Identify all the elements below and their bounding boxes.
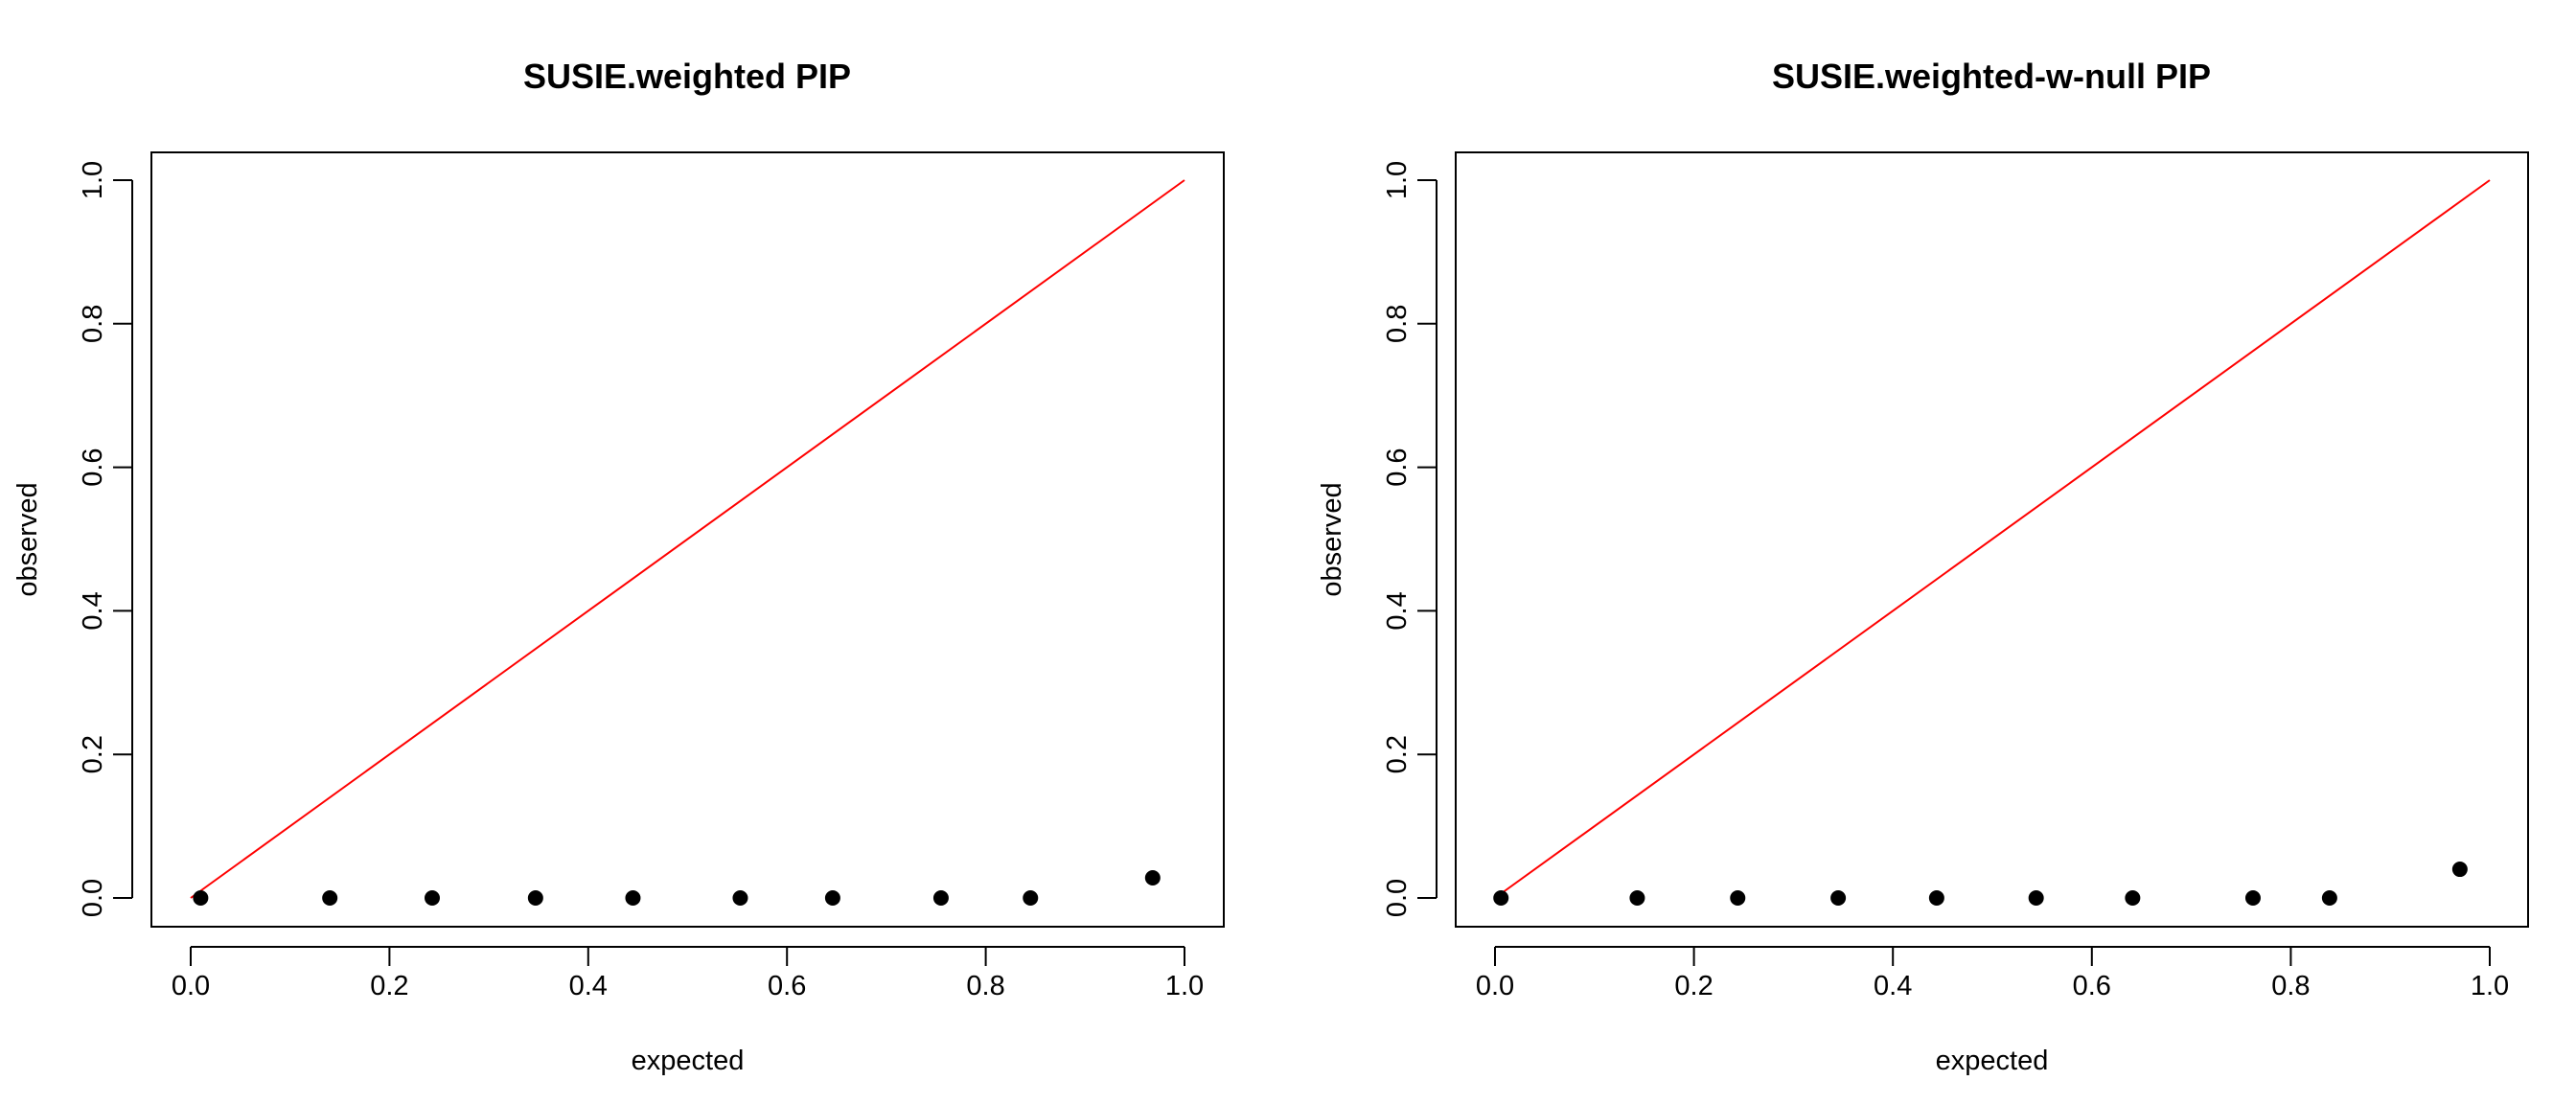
y-tick-label: 0.8 — [78, 305, 108, 343]
data-point — [193, 890, 209, 906]
chart-title: SUSIE.weighted-w-null PIP — [1772, 57, 2211, 96]
x-tick-label: 1.0 — [1165, 971, 1204, 1001]
data-point — [2028, 890, 2044, 906]
x-tick-label: 0.4 — [1874, 971, 1912, 1001]
x-tick-label: 0.8 — [2271, 971, 2310, 1001]
data-point — [2451, 862, 2468, 878]
data-point — [732, 890, 748, 906]
data-point — [2125, 890, 2141, 906]
chart-title: SUSIE.weighted PIP — [523, 57, 851, 96]
y-tick-label: 0.4 — [78, 591, 108, 630]
data-point — [527, 890, 543, 906]
data-point — [322, 890, 338, 906]
data-point — [1144, 870, 1161, 886]
x-tick-label: 1.0 — [2471, 971, 2509, 1001]
x-axis-label: expected — [632, 1046, 745, 1076]
y-axis-label: observed — [12, 482, 43, 596]
x-tick-label: 0.6 — [2073, 971, 2111, 1001]
y-tick-label: 0.0 — [78, 879, 108, 917]
data-point — [2244, 890, 2261, 906]
y-tick-label: 0.2 — [78, 735, 108, 773]
data-point — [824, 890, 840, 906]
plot-frame — [1455, 151, 2529, 928]
x-tick-label: 0.2 — [370, 971, 408, 1001]
chart-panel-1: SUSIE.weighted PIP 0.0 0.2 0.4 0.6 0.8 1.0 0.0 0… — [12, 57, 1225, 1076]
y-tick-label: 0.2 — [1382, 735, 1413, 773]
data-point — [1629, 890, 1645, 906]
y-tick-label: 0.4 — [1382, 591, 1413, 630]
data-point — [424, 890, 440, 906]
plot-frame — [150, 151, 1225, 928]
y-axis-label: observed — [1317, 482, 1347, 596]
data-point — [1928, 890, 1944, 906]
x-tick-label: 0.0 — [1476, 971, 1514, 1001]
data-point — [1493, 890, 1509, 906]
x-tick-label: 0.2 — [1674, 971, 1713, 1001]
x-tick-label: 0.4 — [569, 971, 608, 1001]
y-tick-label: 1.0 — [1382, 161, 1413, 199]
y-tick-label: 0.6 — [78, 448, 108, 486]
y-tick-label: 0.0 — [1382, 879, 1413, 917]
chart-panel-2: SUSIE.weighted-w-null PIP 0.0 0.2 0.4 0.6 0.8… — [1317, 57, 2529, 1076]
x-tick-label: 0.0 — [172, 971, 210, 1001]
reference-line — [1494, 179, 2491, 899]
data-point — [2321, 890, 2337, 906]
x-tick-label: 0.8 — [966, 971, 1004, 1001]
data-point — [1730, 890, 1746, 906]
data-point — [1023, 890, 1039, 906]
data-point — [932, 890, 949, 906]
x-tick-label: 0.6 — [768, 971, 806, 1001]
y-tick-label: 0.8 — [1382, 305, 1413, 343]
y-tick-label: 0.6 — [1382, 448, 1413, 486]
y-tick-label: 1.0 — [78, 161, 108, 199]
data-point — [1830, 890, 1847, 906]
x-axis-label: expected — [1936, 1046, 2049, 1076]
reference-line — [190, 179, 1185, 899]
data-point — [625, 890, 641, 906]
